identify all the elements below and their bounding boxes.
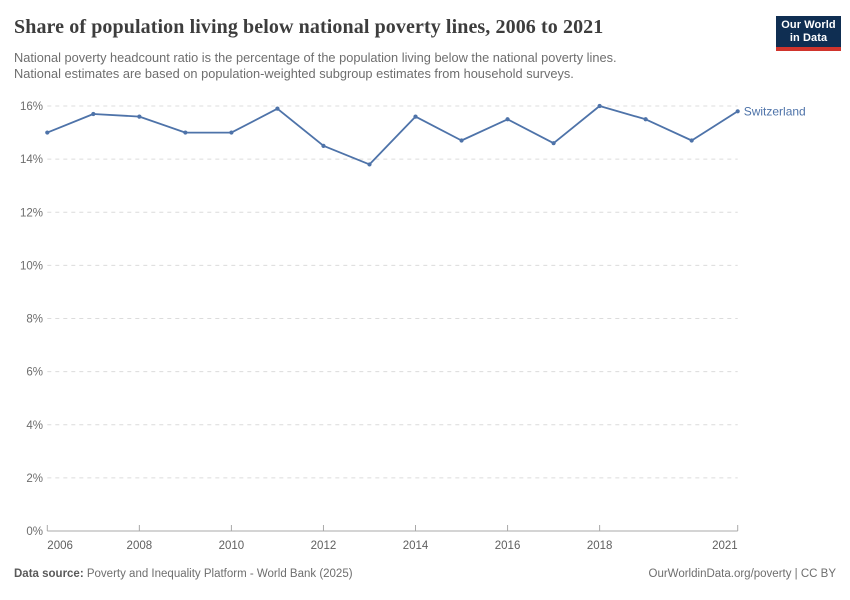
- y-tick-label-8: 8%: [26, 314, 43, 326]
- data-point-2011[interactable]: [275, 106, 280, 111]
- data-point-2013[interactable]: [367, 162, 372, 167]
- data-point-2010[interactable]: [229, 130, 234, 135]
- series-line-switzerland[interactable]: [46, 105, 739, 166]
- data-point-2019[interactable]: [643, 117, 648, 122]
- data-source-label: Data source:: [14, 568, 84, 580]
- chart-subtitle-line1: National poverty headcount ratio is the …: [14, 50, 617, 65]
- owid-logo-line1: Our World: [781, 19, 836, 31]
- data-point-2008[interactable]: [137, 114, 142, 119]
- owid-logo-line2: in Data: [789, 32, 828, 44]
- data-point-2012[interactable]: [321, 143, 326, 148]
- x-tick-label-2012: 2012: [311, 540, 337, 552]
- chart-subtitle: National poverty headcount ratio is the …: [14, 50, 617, 82]
- data-source: Data source: Poverty and Inequality Plat…: [14, 568, 353, 580]
- data-point-2006[interactable]: [45, 130, 50, 135]
- x-tick-label-2010: 2010: [219, 540, 245, 552]
- y-tick-label-4: 4%: [26, 420, 43, 432]
- x-tick-label-2016: 2016: [495, 540, 521, 552]
- y-tick-label-14: 14%: [20, 154, 43, 166]
- data-point-2015[interactable]: [459, 138, 464, 143]
- y-tick-label-16: 16%: [20, 101, 43, 113]
- x-tick-label-2014: 2014: [403, 540, 429, 552]
- data-point-2014[interactable]: [413, 114, 418, 119]
- y-tick-label-6: 6%: [26, 367, 43, 379]
- owid-logo[interactable]: Our World in Data: [776, 16, 841, 51]
- y-tick-label-2: 2%: [26, 473, 43, 485]
- data-point-2007[interactable]: [91, 111, 96, 117]
- data-point-2018[interactable]: [597, 103, 602, 109]
- data-point-2021[interactable]: [735, 109, 740, 114]
- chart-footer: Data source: Poverty and Inequality Plat…: [14, 568, 836, 580]
- x-tick-label-2021: 2021: [712, 540, 738, 552]
- data-point-2017[interactable]: [551, 141, 556, 146]
- y-tick-label-10: 10%: [20, 260, 43, 272]
- data-source-text: Poverty and Inequality Platform - World …: [83, 568, 353, 580]
- series-label-switzerland[interactable]: Switzerland: [744, 104, 806, 118]
- credit-link[interactable]: OurWorldinData.org/poverty | CC BY: [648, 568, 836, 580]
- x-tick-label-2006: 2006: [47, 540, 73, 552]
- y-tick-label-0: 0%: [26, 526, 43, 538]
- chart-subtitle-line2: National estimates are based on populati…: [14, 66, 574, 81]
- data-point-2016[interactable]: [505, 117, 510, 122]
- x-tick-label-2018: 2018: [587, 540, 613, 552]
- data-point-2009[interactable]: [183, 130, 188, 135]
- data-point-2020[interactable]: [689, 138, 694, 143]
- x-tick-label-2008: 2008: [127, 540, 153, 552]
- page-title: Share of population living below nationa…: [14, 16, 604, 38]
- y-tick-label-12: 12%: [20, 207, 43, 219]
